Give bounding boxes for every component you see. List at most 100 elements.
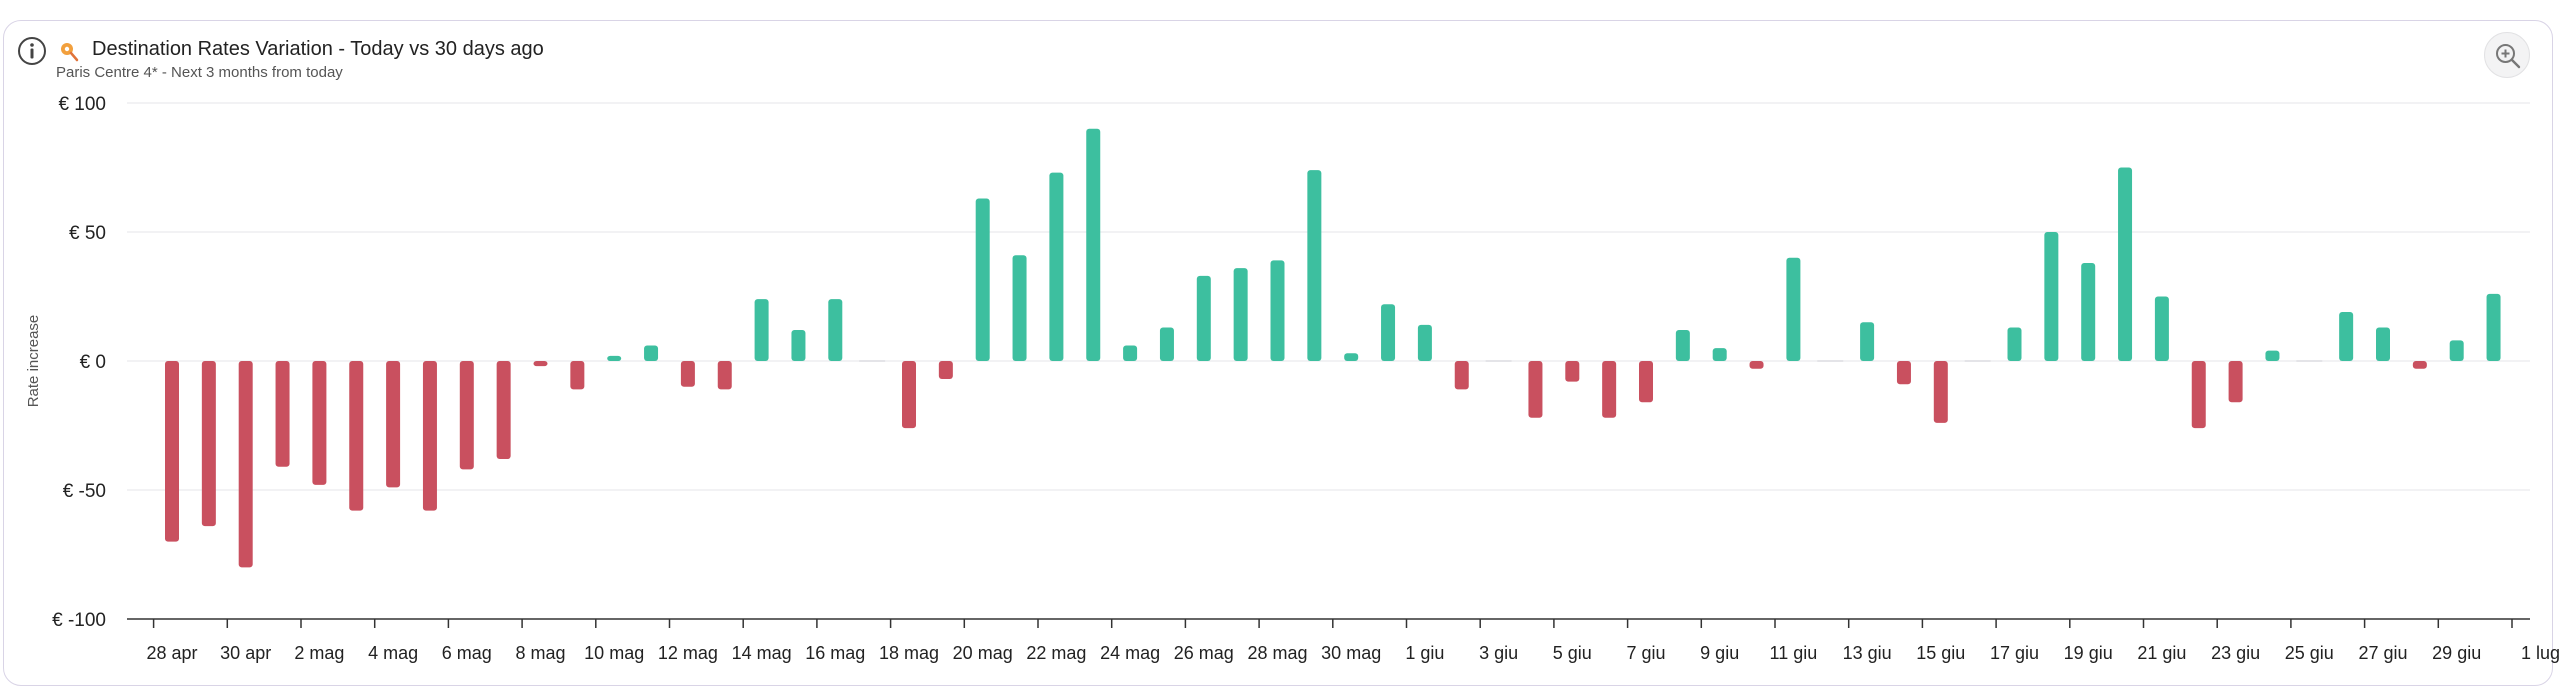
- x-tick-label: 11 giu: [1770, 643, 1818, 663]
- bar[interactable]: [2154, 296, 2169, 362]
- x-tick-label: 18 mag: [879, 643, 939, 663]
- bars: [165, 128, 2501, 568]
- bar[interactable]: [680, 361, 695, 387]
- bar[interactable]: [386, 361, 401, 488]
- y-tick-label: € 50: [69, 223, 106, 244]
- bar[interactable]: [1159, 327, 1174, 361]
- x-tick-label: 6 mag: [442, 643, 492, 663]
- bar[interactable]: [791, 330, 806, 361]
- bar[interactable]: [201, 361, 216, 527]
- x-tick-label: 20 mag: [953, 643, 1013, 663]
- x-tick-label: 30 mag: [1321, 643, 1381, 663]
- bar[interactable]: [1454, 361, 1469, 390]
- bar[interactable]: [2449, 340, 2464, 361]
- y-axis-label: Rate increase: [25, 315, 42, 408]
- zoom-in-icon: [2496, 44, 2521, 69]
- grid-lines: [127, 102, 2530, 491]
- bar[interactable]: [2044, 232, 2059, 361]
- x-tick-label: 23 giu: [2211, 643, 2260, 663]
- x-tick-label: 4 mag: [368, 643, 418, 663]
- bar[interactable]: [1344, 353, 1359, 361]
- x-tick-label: 1 lug: [2521, 643, 2560, 663]
- bar[interactable]: [1786, 257, 1801, 361]
- x-tick-label: 5 giu: [1553, 643, 1592, 663]
- bar[interactable]: [2081, 262, 2096, 361]
- bar[interactable]: [2228, 361, 2243, 403]
- bar[interactable]: [1233, 268, 1248, 361]
- x-axis: 28 apr 30 apr 2 mag 4 mag 6 mag 8 mag 10 mag 12…: [127, 618, 2560, 663]
- bar[interactable]: [2007, 327, 2022, 361]
- x-tick-label: 14 mag: [732, 643, 792, 663]
- y-axis: € 100 € 50 € 0 € -50 € -100: [52, 94, 106, 631]
- bar[interactable]: [2486, 293, 2501, 361]
- bar[interactable]: [1307, 170, 1322, 361]
- bar[interactable]: [1123, 345, 1138, 361]
- bar[interactable]: [496, 361, 511, 460]
- x-tick-label: 16 mag: [805, 643, 865, 663]
- chart-subtitle: Paris Centre 4* - Next 3 months from tod…: [56, 64, 343, 81]
- bar[interactable]: [1528, 361, 1543, 418]
- x-tick-label: 28 apr: [146, 643, 197, 663]
- map-pin-icon: [61, 43, 79, 62]
- x-tick-label: 12 mag: [658, 643, 718, 663]
- zoom-button[interactable]: [2484, 32, 2530, 78]
- x-tick-label: 3 giu: [1479, 643, 1518, 663]
- x-tick-label: 24 mag: [1100, 643, 1160, 663]
- bar[interactable]: [1860, 322, 1875, 361]
- x-tick-label: 26 mag: [1174, 643, 1234, 663]
- x-tick-label: 27 giu: [2358, 643, 2407, 663]
- bar[interactable]: [1712, 348, 1727, 361]
- x-tick-label: 21 giu: [2137, 643, 2186, 663]
- bar[interactable]: [1049, 172, 1064, 361]
- bar[interactable]: [938, 361, 953, 380]
- bar[interactable]: [570, 361, 585, 390]
- y-tick-label: € 0: [80, 352, 106, 373]
- bar[interactable]: [607, 355, 622, 361]
- bar[interactable]: [349, 361, 364, 511]
- bar[interactable]: [2118, 167, 2133, 362]
- bar[interactable]: [902, 361, 916, 429]
- bar[interactable]: [422, 361, 437, 511]
- bar[interactable]: [717, 361, 732, 390]
- bar[interactable]: [1896, 361, 1911, 385]
- bar[interactable]: [1749, 361, 1764, 369]
- x-tick-label: 22 mag: [1026, 643, 1086, 663]
- x-tick-label: 2 mag: [294, 643, 344, 663]
- bar[interactable]: [275, 361, 290, 467]
- bar[interactable]: [459, 361, 474, 470]
- bar[interactable]: [1602, 361, 1617, 418]
- bar[interactable]: [1417, 324, 1432, 361]
- x-tick-label: 13 giu: [1843, 643, 1892, 663]
- bar[interactable]: [754, 299, 769, 361]
- bar[interactable]: [1675, 330, 1690, 361]
- y-tick-label: € 100: [58, 94, 106, 115]
- bar[interactable]: [2265, 350, 2280, 361]
- x-tick-label: 30 apr: [220, 643, 271, 663]
- bar[interactable]: [312, 361, 327, 485]
- bar[interactable]: [1565, 361, 1580, 382]
- bar[interactable]: [1196, 275, 1211, 361]
- bar[interactable]: [828, 299, 843, 361]
- chart-title: Destination Rates Variation - Today vs 3…: [92, 38, 544, 60]
- bar[interactable]: [2191, 361, 2206, 429]
- x-tick-label: 7 giu: [1626, 643, 1665, 663]
- x-tick-label: 1 giu: [1405, 643, 1444, 663]
- bar[interactable]: [2412, 361, 2427, 369]
- bar[interactable]: [1381, 304, 1396, 361]
- bar[interactable]: [238, 361, 253, 568]
- bar[interactable]: [1086, 128, 1101, 361]
- y-tick-label: € -100: [52, 610, 106, 631]
- bar[interactable]: [533, 361, 548, 367]
- info-icon[interactable]: [17, 36, 47, 66]
- x-tick-label: 19 giu: [2064, 643, 2113, 663]
- bar[interactable]: [644, 345, 659, 361]
- bar[interactable]: [975, 198, 990, 361]
- bar[interactable]: [1639, 361, 1653, 403]
- bar[interactable]: [2339, 311, 2354, 361]
- bar[interactable]: [2376, 327, 2390, 361]
- x-tick-label: 29 giu: [2432, 643, 2481, 663]
- bar[interactable]: [165, 361, 179, 542]
- bar[interactable]: [1012, 255, 1027, 361]
- bar[interactable]: [1270, 260, 1285, 361]
- bar[interactable]: [1933, 361, 1948, 423]
